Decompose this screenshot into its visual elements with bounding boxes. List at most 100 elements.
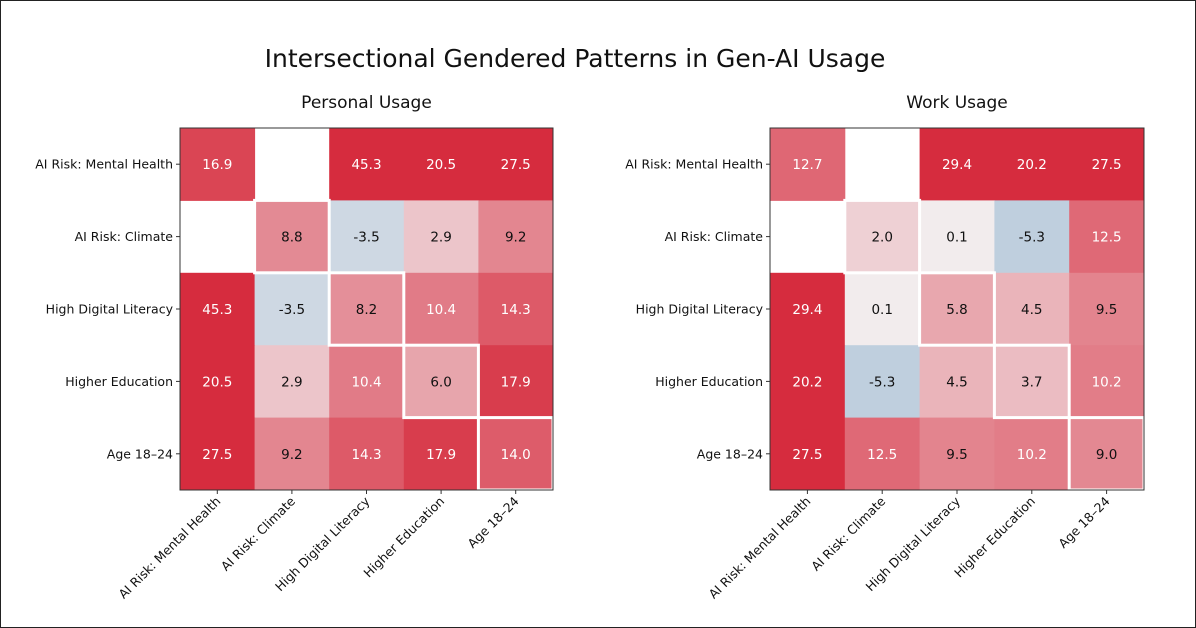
y-tick-label: Higher Education: [655, 374, 763, 389]
heatmap-cell: [403, 128, 479, 201]
heatmap-cell: [478, 272, 554, 346]
heatmap-cell: [919, 200, 995, 274]
cell-label: 9.2: [281, 447, 302, 463]
heatmap-cell: [254, 200, 330, 274]
x-tick-label: AI Risk: Climate: [808, 493, 888, 573]
panel-title: Work Usage: [906, 93, 1007, 113]
cell-label: -3.5: [353, 230, 379, 246]
heatmap-cell: [403, 345, 479, 419]
diagonal-outline: [918, 271, 996, 347]
cell-label: 17.9: [501, 374, 531, 390]
heatmap-cell: [770, 417, 846, 491]
cell-label: 4.5: [946, 374, 967, 390]
diagonal-outline: [843, 198, 922, 275]
cell-label: -5.3: [1019, 230, 1045, 246]
heatmap-cell: [994, 272, 1070, 346]
cell-label: 0.1: [946, 230, 967, 246]
cell-label: 4.5: [1021, 302, 1042, 318]
cell-label: 8.8: [281, 230, 302, 246]
heatmap-cell: [919, 345, 995, 419]
heatmap-cell: [1069, 272, 1145, 346]
cell-label: 9.5: [946, 447, 967, 463]
heatmap-cell: [329, 128, 405, 201]
heatmap-cell: [329, 272, 405, 346]
diagonal-outline: [327, 271, 406, 347]
cell-label: 6.0: [430, 374, 451, 390]
heatmap-cell: [180, 272, 256, 346]
x-tick-label: AI Risk: Mental Health: [705, 494, 813, 602]
cell-label: 9.0: [1096, 447, 1117, 463]
cell-label: 20.2: [792, 374, 822, 390]
heatmap-cell: [770, 128, 846, 201]
cell-label: 12.5: [867, 447, 897, 463]
heatmap-cell: [919, 128, 995, 201]
cell-label: 9.2: [505, 230, 526, 246]
heatmap-cell: [254, 417, 330, 491]
cell-label: 2.9: [281, 374, 302, 390]
cell-label: 20.2: [1017, 157, 1047, 173]
heatmap-cell: [844, 272, 921, 346]
cell-label: 17.9: [426, 447, 456, 463]
diagonal-outline: [992, 343, 1071, 420]
heatmap-cell: [403, 272, 479, 346]
cell-label: 45.3: [351, 157, 381, 173]
cell-label: 5.8: [946, 302, 967, 318]
cell-label: 8.2: [356, 302, 377, 318]
heatmap-cell: [1069, 200, 1145, 274]
heatmap-cell: [403, 417, 479, 491]
cell-label: 14.3: [501, 302, 531, 318]
heatmap-cell: [1069, 345, 1145, 419]
heatmap-1: Work Usage 12.7 29.4 20.2 27.5 2.0 0.1 -5.3 12.5…: [625, 93, 1146, 602]
x-tick-label: Higher Education: [360, 494, 447, 581]
y-tick-label: AI Risk: Climate: [665, 229, 764, 244]
heatmap-cell: [994, 417, 1070, 491]
heatmap-cell: [1069, 128, 1145, 201]
cell-label: -3.5: [279, 302, 305, 318]
heatmap-cell: [844, 200, 921, 274]
cell-label: 16.9: [202, 157, 232, 173]
cell-label: 10.2: [1092, 374, 1122, 390]
heatmap-cell: [329, 417, 405, 491]
heatmap-cell: [844, 345, 921, 419]
x-tick-label: AI Risk: Mental Health: [115, 494, 223, 602]
cell-label: 10.4: [351, 374, 381, 390]
heatmap-cell: [1069, 417, 1145, 491]
heatmap-cell: [770, 272, 846, 346]
diagonal-outline: [253, 198, 331, 275]
cell-label: 20.5: [426, 157, 456, 173]
y-tick-label: AI Risk: Mental Health: [35, 157, 173, 172]
heatmap-cell: [919, 272, 995, 346]
diagonal-outline: [402, 343, 480, 420]
heatmap-cell: [254, 345, 330, 419]
y-tick-label: High Digital Literacy: [46, 302, 174, 317]
heatmap-cell: [180, 417, 256, 491]
y-tick-label: Age 18–24: [107, 446, 173, 461]
cell-label: 12.5: [1092, 230, 1122, 246]
heatmap-cell: [478, 200, 554, 274]
y-tick-label: Age 18–24: [697, 446, 763, 461]
x-tick-label: AI Risk: Climate: [218, 493, 298, 573]
cell-label: 27.5: [501, 157, 531, 173]
heatmap-cell: [478, 417, 554, 491]
heatmap-0: Personal Usage 16.9 45.3 20.5 27.5 8.8 -3.5 2.9…: [35, 93, 555, 602]
cell-label: 2.0: [871, 230, 892, 246]
y-tick-label: AI Risk: Climate: [75, 229, 174, 244]
y-tick-label: High Digital Literacy: [636, 302, 764, 317]
heatmap-cell: [254, 272, 330, 346]
cell-label: 3.7: [1021, 374, 1042, 390]
cell-label: 29.4: [792, 302, 822, 318]
cell-label: 12.7: [792, 157, 822, 173]
cell-label: -5.3: [869, 374, 895, 390]
x-tick-label: Age 18–24: [464, 493, 521, 550]
cell-label: 0.1: [871, 302, 892, 318]
y-tick-label: AI Risk: Mental Health: [625, 157, 763, 172]
heatmap-cell: [770, 345, 846, 419]
heatmap-cell: [180, 345, 256, 419]
heatmap-cell: [403, 200, 479, 274]
cell-label: 10.2: [1017, 447, 1047, 463]
cell-label: 20.5: [202, 374, 232, 390]
cell-label: 14.3: [351, 447, 381, 463]
heatmap-cell: [919, 417, 995, 491]
heatmap-cell: [994, 345, 1070, 419]
